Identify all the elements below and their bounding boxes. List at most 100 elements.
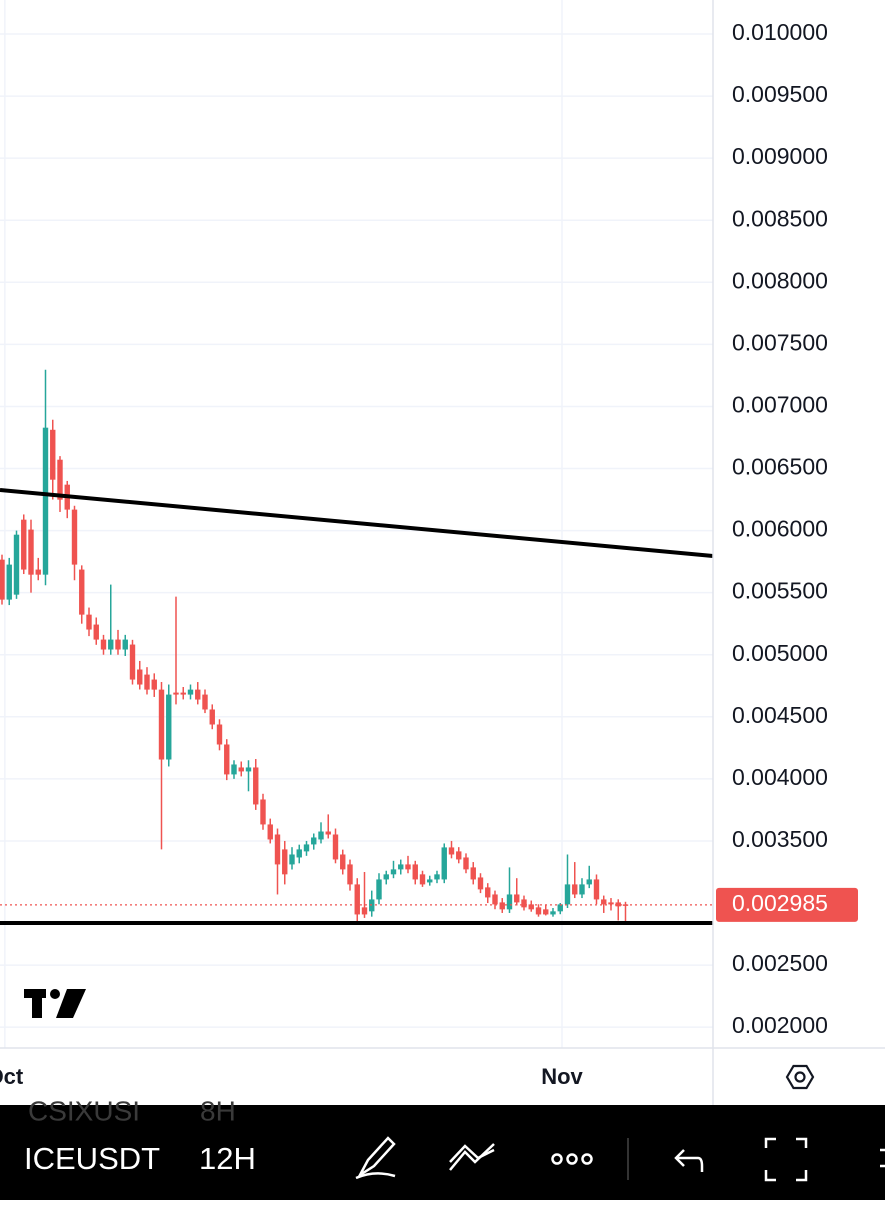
candle-body (35, 569, 41, 575)
candle-body (202, 694, 208, 710)
more-button[interactable] (551, 1153, 593, 1165)
candle-body (318, 831, 324, 840)
candle-body (376, 879, 382, 900)
candle-body (21, 519, 27, 570)
settings-button[interactable] (785, 1064, 815, 1090)
x-tick-label: Oct (0, 1064, 24, 1089)
candle-body (180, 692, 186, 695)
candle-body (586, 879, 592, 885)
tradingview-logo (24, 989, 86, 1018)
fullscreen-button[interactable] (764, 1137, 808, 1182)
candle-body (601, 899, 607, 905)
symbol-bg (0, 1135, 168, 1185)
candle-body (303, 844, 310, 852)
candle-body (477, 877, 484, 890)
candle-body (42, 427, 49, 575)
candle-body (579, 884, 585, 895)
candle-body (419, 874, 426, 885)
candle-body (514, 894, 520, 903)
candle-body (28, 529, 34, 575)
candle-body (390, 869, 397, 875)
candle-body (267, 824, 273, 840)
y-tick-label: 0.006500 (732, 454, 828, 480)
indicators-button[interactable] (449, 1143, 495, 1171)
candle-body (499, 902, 505, 910)
candle-body (434, 874, 440, 880)
candle-body (144, 674, 150, 690)
candle-body (557, 904, 563, 912)
candle-body (485, 887, 491, 898)
plot (0, 369, 713, 925)
ghost-symbol: CSIXUSI (28, 1095, 140, 1126)
candle-body (115, 639, 121, 650)
candle-body (448, 847, 455, 855)
y-tick-label: 0.004500 (732, 702, 828, 728)
candle-body (427, 879, 433, 883)
candle-body (253, 767, 259, 805)
candle-body (195, 689, 201, 700)
draw-button[interactable] (355, 1136, 396, 1180)
candle-body (572, 884, 578, 895)
candle-body (383, 874, 389, 880)
ghost-interval: 8H (200, 1095, 236, 1126)
candle-body (50, 429, 56, 480)
candle-body (158, 689, 165, 760)
y-tick-label: 0.002000 (732, 1012, 828, 1038)
y-tick-label: 0.009000 (732, 143, 828, 169)
candle-body (260, 799, 266, 825)
candle-body (412, 864, 418, 880)
candle-body (528, 904, 534, 910)
candle-body (216, 724, 223, 745)
x-tick-label: Nov (541, 1064, 583, 1089)
candle-body (354, 884, 360, 915)
candle-body (470, 867, 476, 880)
candle-body (231, 764, 237, 775)
y-tick-label: 0.002500 (732, 950, 828, 976)
candle-body (6, 564, 12, 600)
candle-body (209, 709, 215, 725)
y-tick-label: 0.009500 (732, 81, 828, 107)
candle-body (361, 907, 368, 915)
candle-body (311, 837, 317, 845)
y-tick-label: 0.007000 (732, 392, 828, 418)
symbol[interactable]: ICEUSDT (24, 1141, 160, 1176)
trend-line (0, 488, 714, 558)
candle-body (93, 624, 99, 640)
y-tick-label: 0.006000 (732, 516, 828, 542)
candle-body (173, 692, 179, 695)
candle-body (86, 614, 92, 630)
last-price-label: 0.002985 (732, 890, 828, 916)
candle-body (100, 639, 107, 650)
candle-body (71, 509, 78, 565)
candle-body (521, 899, 527, 908)
candle-body (506, 894, 513, 910)
candle-body (543, 909, 549, 915)
candle-body (129, 644, 136, 680)
y-tick-label: 0.007500 (732, 329, 828, 355)
candle-body (550, 911, 556, 915)
y-tick-label: 0.008500 (732, 205, 828, 231)
undo-button[interactable] (674, 1149, 704, 1172)
y-tick-label: 0.005000 (732, 640, 828, 666)
candle-body (492, 894, 498, 905)
candle-body (122, 639, 128, 650)
candle-body (187, 689, 194, 695)
candle-body (282, 849, 288, 875)
candle-body (245, 767, 252, 772)
candle-body (289, 854, 295, 865)
candle-body (238, 767, 244, 772)
interval[interactable]: 12H (199, 1141, 256, 1176)
candle-body (296, 849, 302, 858)
candle-body (535, 907, 542, 915)
candle-body (405, 864, 411, 870)
candle-body (108, 639, 114, 650)
candle-body (325, 831, 331, 835)
candle-body (340, 854, 346, 870)
x-axis: Oct Nov (0, 1064, 584, 1089)
candle-body (347, 864, 353, 885)
edge-icon (880, 1148, 885, 1168)
candle-body (441, 847, 447, 880)
y-tick-label: 0.008000 (732, 267, 828, 293)
candle-body (456, 851, 462, 860)
